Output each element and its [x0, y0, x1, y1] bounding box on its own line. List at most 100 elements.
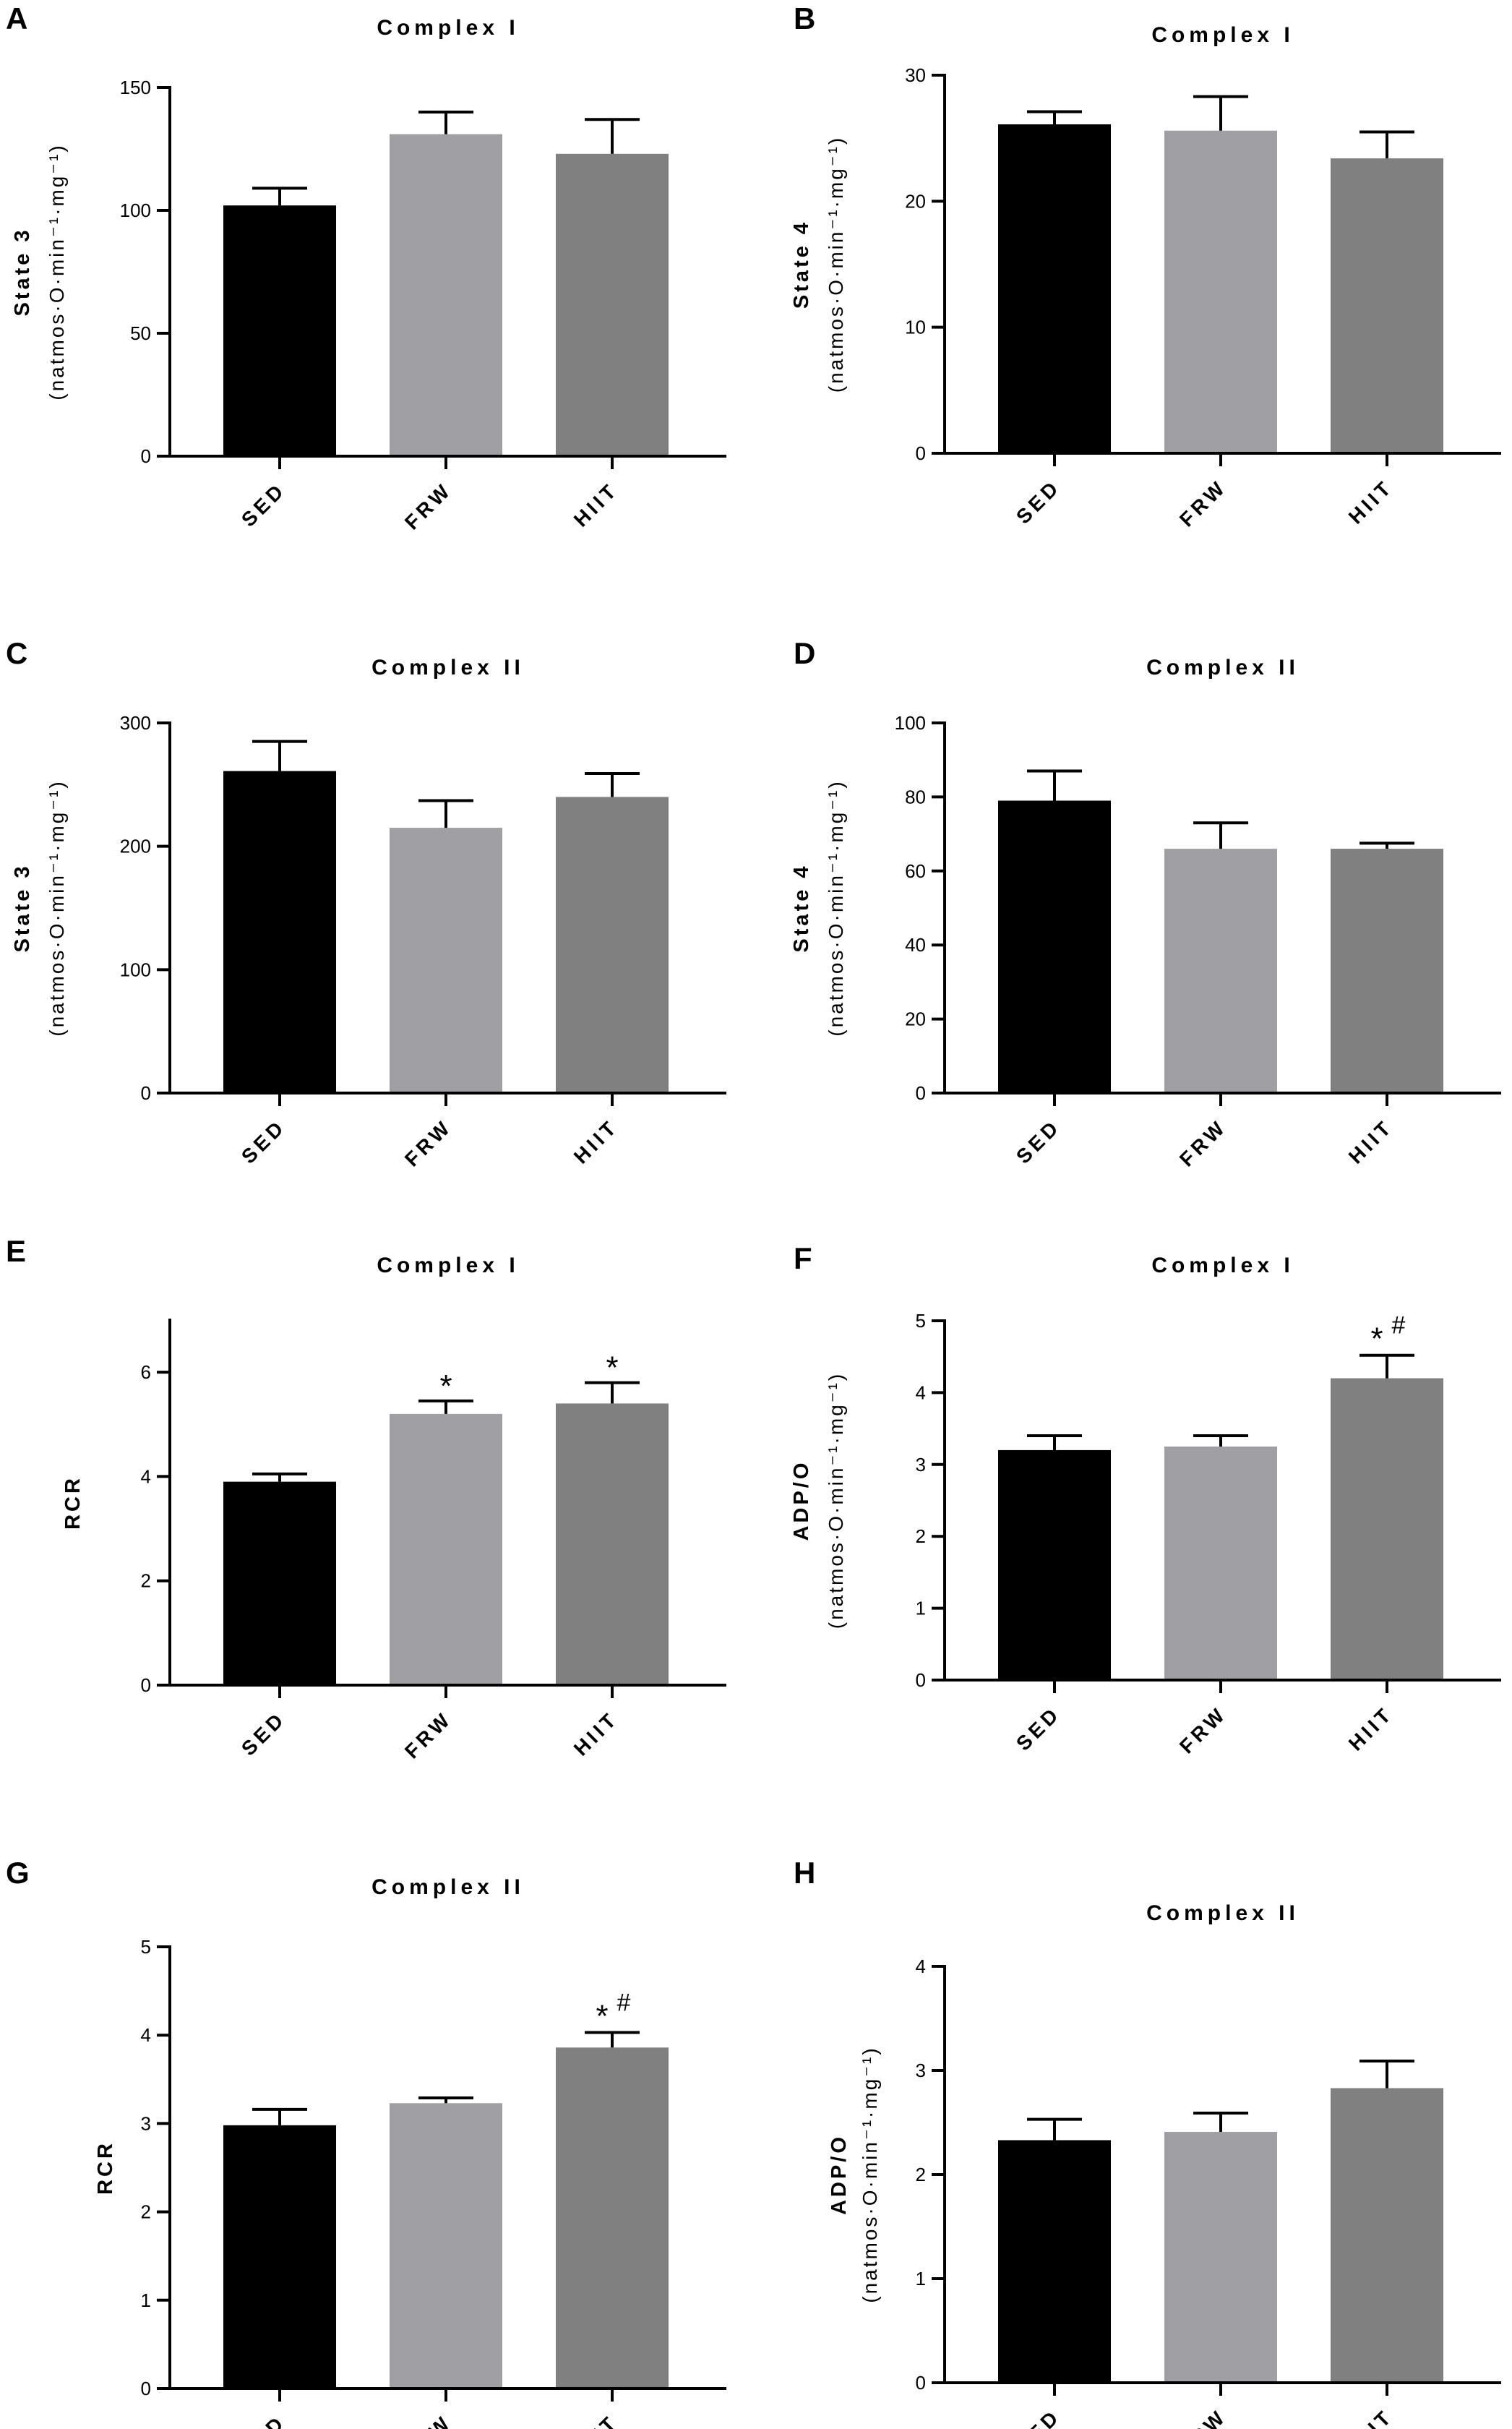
y-tick-label: 0 — [916, 2372, 926, 2394]
y-tick-label: 100 — [120, 959, 151, 980]
bar-hiit — [1331, 1378, 1443, 1680]
x-tick-label-frw: FRW — [1175, 1702, 1231, 1757]
y-tick-label: 3 — [916, 2060, 926, 2081]
y-tick-label: 4 — [916, 1381, 926, 1403]
x-tick-label-sed: SED — [1012, 2404, 1065, 2429]
y-axis-units: (natmos·O·min⁻¹·mg⁻¹) — [859, 2046, 881, 2302]
y-tick-label: 2 — [916, 1525, 926, 1547]
x-tick-label-sed: SED — [1012, 1702, 1065, 1755]
bar-hiit — [1331, 849, 1443, 1093]
x-tick-label-hiit: HIIT — [570, 1115, 622, 1168]
y-axis-units: (natmos·O·min⁻¹·mg⁻¹) — [46, 143, 68, 400]
significance-star: * — [439, 1368, 452, 1404]
y-tick-label: 3 — [141, 2112, 151, 2134]
y-tick-label: 4 — [141, 1465, 151, 1487]
chart-title: Complex II — [371, 656, 525, 680]
chart-title: Complex II — [1146, 1901, 1300, 1925]
y-tick-label: 0 — [916, 442, 926, 464]
x-tick-label-sed: SED — [237, 478, 290, 531]
y-tick-label: 0 — [141, 2378, 151, 2399]
x-tick-label-hiit: HIIT — [570, 2410, 622, 2429]
bar-frw — [1164, 130, 1277, 453]
panel-E: E Complex I RCR * * 0 2 4 6 SED FRW HIIT — [6, 1234, 726, 1763]
bar-frw — [1164, 2131, 1277, 2383]
bar-frw — [1164, 849, 1277, 1093]
y-tick-label: 4 — [141, 2024, 151, 2046]
bar-hiit — [556, 2047, 669, 2389]
y-axis-label: State 3 — [11, 227, 34, 316]
y-axis-label: RCR — [94, 2141, 117, 2195]
y-tick-label: 80 — [905, 786, 926, 807]
bar-frw — [390, 2103, 502, 2389]
x-tick-label-sed: SED — [1012, 475, 1065, 528]
bar-hiit — [1331, 2088, 1443, 2383]
chart-title: Complex II — [371, 1875, 525, 1899]
x-tick-label-hiit: HIIT — [1344, 475, 1397, 528]
bar-sed — [223, 771, 336, 1093]
x-tick-label-frw: FRW — [1175, 1115, 1231, 1170]
panel-label: D — [794, 636, 815, 670]
x-tick-label-frw: FRW — [400, 2410, 456, 2429]
y-tick-label: 4 — [916, 1955, 926, 1977]
y-tick-label: 0 — [141, 1082, 151, 1104]
x-tick-label-frw: FRW — [400, 1115, 456, 1170]
y-axis-label: RCR — [61, 1475, 85, 1530]
y-axis-label: ADP/O — [790, 1460, 813, 1541]
bar-hiit — [1331, 158, 1443, 453]
y-tick-label: 100 — [895, 712, 926, 734]
bar-hiit — [556, 797, 669, 1093]
x-tick-label-sed: SED — [237, 1707, 290, 1760]
bar-sed — [223, 1481, 336, 1685]
y-tick-label: 2 — [141, 1570, 151, 1592]
chart-title: Complex I — [1151, 23, 1294, 47]
bar-sed — [998, 800, 1111, 1093]
chart-title: Complex I — [1151, 1254, 1294, 1277]
y-axis-units: (natmos·O·min⁻¹·mg⁻¹) — [825, 779, 847, 1036]
significance-star: * — [606, 1350, 618, 1386]
bar-sed — [223, 2125, 336, 2389]
panel-F: F Complex I ADP/O (natmos·O·min⁻¹·mg⁻¹) * #0 1… — [790, 1241, 1501, 1758]
chart-title: Complex II — [1146, 656, 1300, 680]
bar-hiit — [556, 153, 669, 457]
bar-frw — [390, 1413, 502, 1685]
y-axis-label: State 4 — [790, 863, 813, 952]
y-tick-label: 150 — [120, 77, 151, 98]
bar-hiit — [556, 1403, 669, 1685]
y-tick-label: 0 — [916, 1082, 926, 1104]
bar-frw — [1164, 1446, 1277, 1680]
y-tick-label: 20 — [905, 190, 926, 212]
panel-label: E — [6, 1234, 26, 1268]
chart-title: Complex I — [377, 16, 519, 40]
x-tick-label-sed: SED — [1012, 1115, 1065, 1168]
x-tick-label-frw: FRW — [400, 1707, 456, 1762]
y-tick-label: 200 — [120, 836, 151, 857]
x-tick-label-frw: FRW — [1175, 475, 1231, 531]
panel-label: C — [6, 636, 27, 670]
y-tick-label: 1 — [141, 2289, 151, 2311]
x-tick-label-sed: SED — [237, 2410, 290, 2429]
panel-label: B — [794, 1, 815, 35]
x-tick-label-hiit: HIIT — [1344, 1702, 1397, 1755]
panel-C: C Complex II State 3 (natmos·O·min⁻¹·mg⁻¹) 0… — [6, 636, 726, 1171]
y-tick-label: 40 — [905, 934, 926, 956]
significance-hash: # — [1392, 1312, 1406, 1340]
bar-sed — [223, 205, 336, 456]
significance-star: * — [1370, 1321, 1383, 1357]
panel-label: F — [794, 1241, 812, 1275]
x-tick-label-hiit: HIIT — [570, 478, 622, 531]
x-tick-label-frw: FRW — [400, 478, 456, 534]
y-tick-label: 30 — [905, 64, 926, 86]
x-tick-label-frw: FRW — [1175, 2404, 1231, 2429]
significance-star: * — [596, 1999, 608, 2034]
y-tick-label: 5 — [141, 1936, 151, 1958]
y-axis-label: ADP/O — [828, 2134, 851, 2215]
x-tick-label-hiit: HIIT — [1344, 2404, 1397, 2429]
y-axis-units: (natmos·O·min⁻¹·mg⁻¹) — [46, 779, 68, 1036]
y-tick-label: 3 — [916, 1454, 926, 1475]
y-axis-units: (natmos·O·min⁻¹·mg⁻¹) — [825, 136, 847, 393]
y-axis-label: State 3 — [11, 863, 34, 952]
y-tick-label: 0 — [916, 1669, 926, 1691]
y-tick-label: 0 — [141, 445, 151, 467]
panel-B: B Complex I State 4 (natmos·O·min⁻¹·mg⁻¹) 0 1… — [790, 1, 1501, 531]
y-tick-label: 60 — [905, 860, 926, 882]
